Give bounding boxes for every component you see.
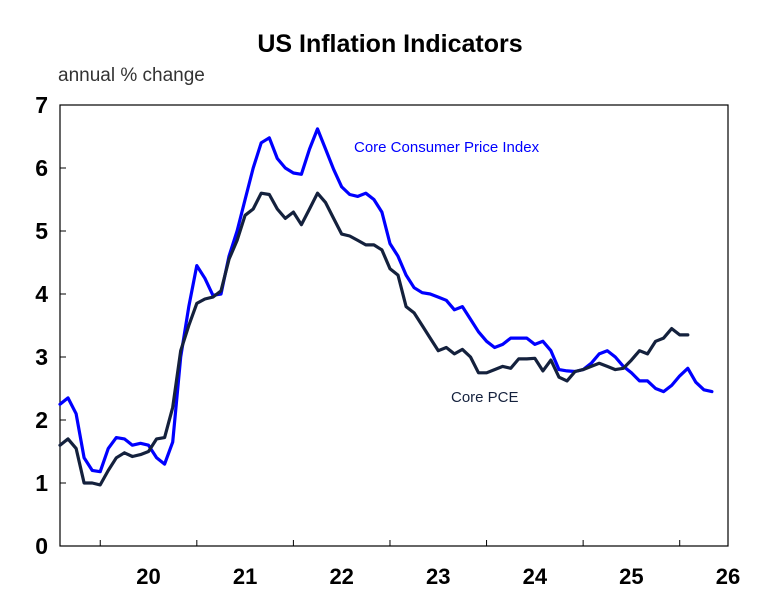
chart-title: US Inflation Indicators (257, 30, 522, 58)
y-tick-label: 7 (35, 92, 48, 118)
series-line-core-cpi (58, 127, 714, 474)
x-tick-label: 25 (619, 564, 643, 589)
y-tick-label: 5 (35, 218, 48, 244)
x-tick-label: 22 (329, 564, 353, 589)
y-tick-label: 3 (35, 344, 48, 370)
x-tick-label: 26 (716, 564, 740, 589)
y-tick-label: 0 (35, 533, 48, 559)
series-lines (58, 127, 714, 487)
series-label-core-cpi: Core Consumer Price Index (354, 139, 540, 156)
plot-area-frame (59, 104, 729, 547)
series-line-core-pce (58, 191, 690, 487)
y-axis-ticks: 0 1 2 3 4 5 6 7 (35, 92, 66, 559)
x-axis-ticks: 20 21 22 23 24 25 26 (99, 540, 740, 589)
y-axis-unit-label: annual % change (58, 65, 205, 86)
y-tick-label: 4 (35, 281, 48, 307)
x-tick-label: 24 (523, 564, 548, 589)
x-tick-label: 21 (233, 564, 257, 589)
y-tick-label: 2 (35, 407, 48, 433)
y-tick-label: 6 (35, 155, 48, 181)
x-tick-label: 20 (136, 564, 160, 589)
x-tick-label: 23 (426, 564, 450, 589)
series-label-core-pce: Core PCE (451, 389, 519, 406)
y-tick-label: 1 (35, 470, 48, 496)
